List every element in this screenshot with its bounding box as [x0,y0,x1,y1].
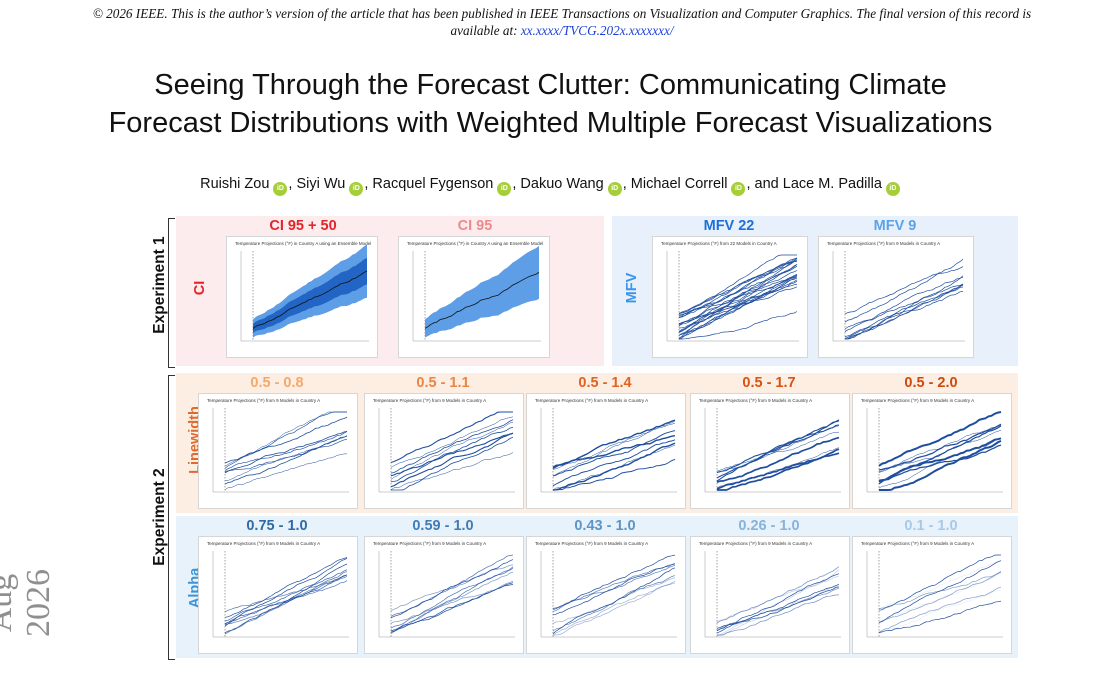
author-name: Siyi Wu [296,176,346,192]
orcid-icon[interactable]: iD [731,182,746,196]
condition-label: 0.5 - 1.1 [416,375,470,391]
doi-link[interactable]: xx.xxxx/TVCG.202x.xxxxxxx/ [520,23,674,38]
condition-chart: Temperature Projections (°F) from 9 Mode… [818,236,974,358]
thumbnail-title: Temperature Projections (°F) from 9 Mode… [699,541,813,546]
orcid-icon[interactable]: iD [885,182,900,196]
condition-label: 0.75 - 1.0 [246,518,308,534]
linewidth-chart: Temperature Projections (°F) from 9 Mode… [690,393,850,509]
thumbnail-plot [212,408,349,493]
author-name: and Lace M. Padilla [754,176,882,192]
condition-label: 0.5 - 1.4 [578,375,632,391]
thumbnail-plot [378,551,515,638]
paper-title: Seeing Through the Forecast Clutter: Com… [40,66,1061,142]
orcid-icon[interactable]: iD [349,182,364,196]
copyright-notice: © 2026 IEEE. This is the author’s versio… [82,5,1042,39]
thumbnail-title: Temperature Projections (°F) from 9 Mode… [535,541,649,546]
condition-label: 0.59 - 1.0 [412,518,474,534]
author-name: Racquel Fygenson [372,176,494,192]
ci-panel-label: CI [192,280,208,296]
thumbnail-plot [704,551,841,638]
condition-label: 0.43 - 1.0 [574,518,636,534]
thumbnail-plot [540,551,677,638]
thumbnail-plot [412,245,541,342]
condition-label: MFV 22 [703,218,755,234]
condition-chart: Temperature Projections (°F) in Country … [226,236,378,358]
condition-label: 0.5 - 2.0 [904,375,958,391]
condition-label: 0.5 - 1.7 [742,375,796,391]
thumbnail-plot [212,551,349,638]
author-list: Ruishi Zou iD, Siyi Wu iD, Racquel Fygenso… [40,176,1061,196]
orcid-icon[interactable]: iD [273,182,288,196]
mfv-panel-label: MFV [624,272,640,304]
alpha-chart: Temperature Projections (°F) from 9 Mode… [364,536,524,654]
linewidth-chart: Temperature Projections (°F) from 9 Mode… [198,393,358,509]
author-name: Michael Correll [630,176,728,192]
alpha-chart: Temperature Projections (°F) from 9 Mode… [852,536,1012,654]
thumbnail-plot [866,551,1003,638]
linewidth-chart: Temperature Projections (°F) from 9 Mode… [852,393,1012,509]
thumbnail-title: Temperature Projections (°F) in Country … [235,241,372,246]
thumbnail-plot [240,244,369,342]
condition-label: 0.1 - 1.0 [904,518,958,534]
condition-label: 0.26 - 1.0 [738,518,800,534]
arxiv-sidebar-date: Aug 2026 [0,569,57,637]
thumbnail-title: Temperature Projections (°F) from 22 Mod… [661,241,777,246]
alpha-chart: Temperature Projections (°F) from 9 Mode… [690,536,850,654]
experiment1-bracket [168,218,175,368]
condition-label: MFV 9 [873,218,917,234]
linewidth-chart: Temperature Projections (°F) from 9 Mode… [526,393,686,509]
thumbnail-title: Temperature Projections (°F) in Country … [407,241,544,246]
thumbnail-plot [378,408,515,493]
thumbnail-title: Temperature Projections (°F) from 9 Mode… [373,541,487,546]
author-name: Dakuo Wang [520,176,604,192]
thumbnail-plot [540,408,677,493]
condition-chart: Temperature Projections (°F) from 22 Mod… [652,236,808,358]
author-name: Ruishi Zou [200,176,270,192]
thumbnail-title: Temperature Projections (°F) from 9 Mode… [373,398,487,403]
thumbnail-plot [704,408,841,493]
thumbnail-title: Temperature Projections (°F) from 9 Mode… [699,398,813,403]
thumbnail-title: Temperature Projections (°F) from 9 Mode… [535,398,649,403]
condition-chart: Temperature Projections (°F) in Country … [398,236,550,358]
title-line-1: Seeing Through the Forecast Clutter: Com… [154,69,947,101]
thumbnail-title: Temperature Projections (°F) from 9 Mode… [827,241,941,246]
experiment2-label: Experiment 2 [151,468,168,566]
thumbnail-plot [666,251,799,342]
thumbnail-plot [866,408,1003,493]
orcid-icon[interactable]: iD [607,182,622,196]
condition-label: CI 95 [457,218,493,234]
alpha-chart: Temperature Projections (°F) from 9 Mode… [198,536,358,654]
condition-label: CI 95 + 50 [269,218,337,234]
thumbnail-title: Temperature Projections (°F) from 9 Mode… [861,541,975,546]
thumbnail-plot [832,251,965,342]
experiment1-label: Experiment 1 [151,236,168,334]
linewidth-chart: Temperature Projections (°F) from 9 Mode… [364,393,524,509]
alpha-chart: Temperature Projections (°F) from 9 Mode… [526,536,686,654]
orcid-icon[interactable]: iD [497,182,512,196]
condition-label: 0.5 - 0.8 [250,375,304,391]
experiment2-bracket [168,375,175,660]
copyright-text: © 2026 IEEE. This is the author’s versio… [92,6,1032,38]
title-line-2: Forecast Distributions with Weighted Mul… [108,107,993,139]
thumbnail-title: Temperature Projections (°F) from 9 Mode… [861,398,975,403]
thumbnail-title: Temperature Projections (°F) from 9 Mode… [207,541,321,546]
thumbnail-title: Temperature Projections (°F) from 9 Mode… [207,398,321,403]
